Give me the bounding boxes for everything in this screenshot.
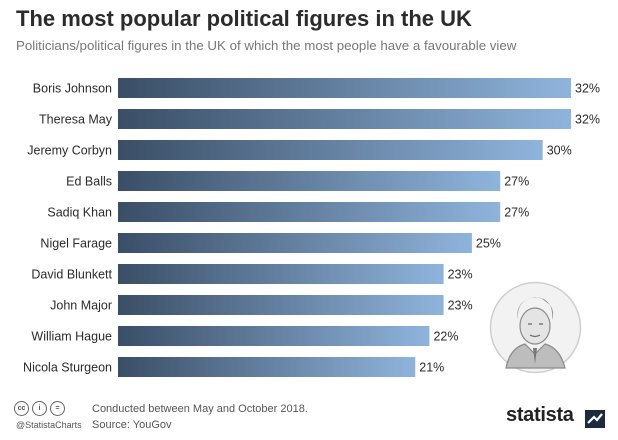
bar bbox=[118, 78, 571, 98]
brand-logo[interactable]: statista bbox=[506, 404, 574, 426]
category-label: Sadiq Khan bbox=[47, 206, 112, 220]
value-label: 25% bbox=[476, 237, 501, 251]
bar bbox=[118, 295, 444, 315]
bar bbox=[118, 109, 571, 129]
bar bbox=[118, 202, 501, 222]
bar bbox=[118, 326, 430, 346]
statista-logo-icon bbox=[585, 410, 605, 428]
value-label: 32% bbox=[575, 82, 600, 96]
category-label: Nigel Farage bbox=[40, 237, 112, 251]
category-label: Theresa May bbox=[39, 113, 113, 127]
value-label: 27% bbox=[504, 206, 529, 220]
category-label: Boris Johnson bbox=[33, 82, 112, 96]
value-label: 32% bbox=[575, 113, 600, 127]
category-label: Ed Balls bbox=[66, 175, 112, 189]
social-handle: @StatistaCharts bbox=[16, 420, 82, 430]
source-credit: Source: YouGov bbox=[92, 419, 172, 431]
attribution-icon: i bbox=[32, 401, 47, 416]
category-label: Jeremy Corbyn bbox=[27, 144, 112, 158]
bar bbox=[118, 264, 444, 284]
politician-portrait-icon bbox=[489, 281, 582, 374]
bar bbox=[118, 357, 416, 377]
chart-title: The most popular political figures in th… bbox=[16, 6, 472, 31]
chart-subtitle: Politicians/political figures in the UK … bbox=[16, 38, 517, 53]
license-icons: cc i = bbox=[14, 401, 65, 416]
value-label: 23% bbox=[448, 268, 473, 282]
creative-commons-icon: cc bbox=[14, 401, 29, 416]
value-label: 30% bbox=[547, 144, 572, 158]
bar bbox=[118, 140, 543, 160]
value-label: 27% bbox=[504, 175, 529, 189]
category-label: David Blunkett bbox=[31, 268, 112, 282]
category-label: William Hague bbox=[31, 330, 112, 344]
value-label: 21% bbox=[419, 361, 444, 375]
value-label: 22% bbox=[433, 330, 458, 344]
category-label: Nicola Sturgeon bbox=[23, 361, 112, 375]
bar bbox=[118, 171, 501, 191]
category-label: John Major bbox=[50, 299, 112, 313]
survey-note: Conducted between May and October 2018. bbox=[92, 403, 308, 415]
no-derivatives-icon: = bbox=[50, 401, 65, 416]
value-label: 23% bbox=[448, 299, 473, 313]
bar bbox=[118, 233, 472, 253]
